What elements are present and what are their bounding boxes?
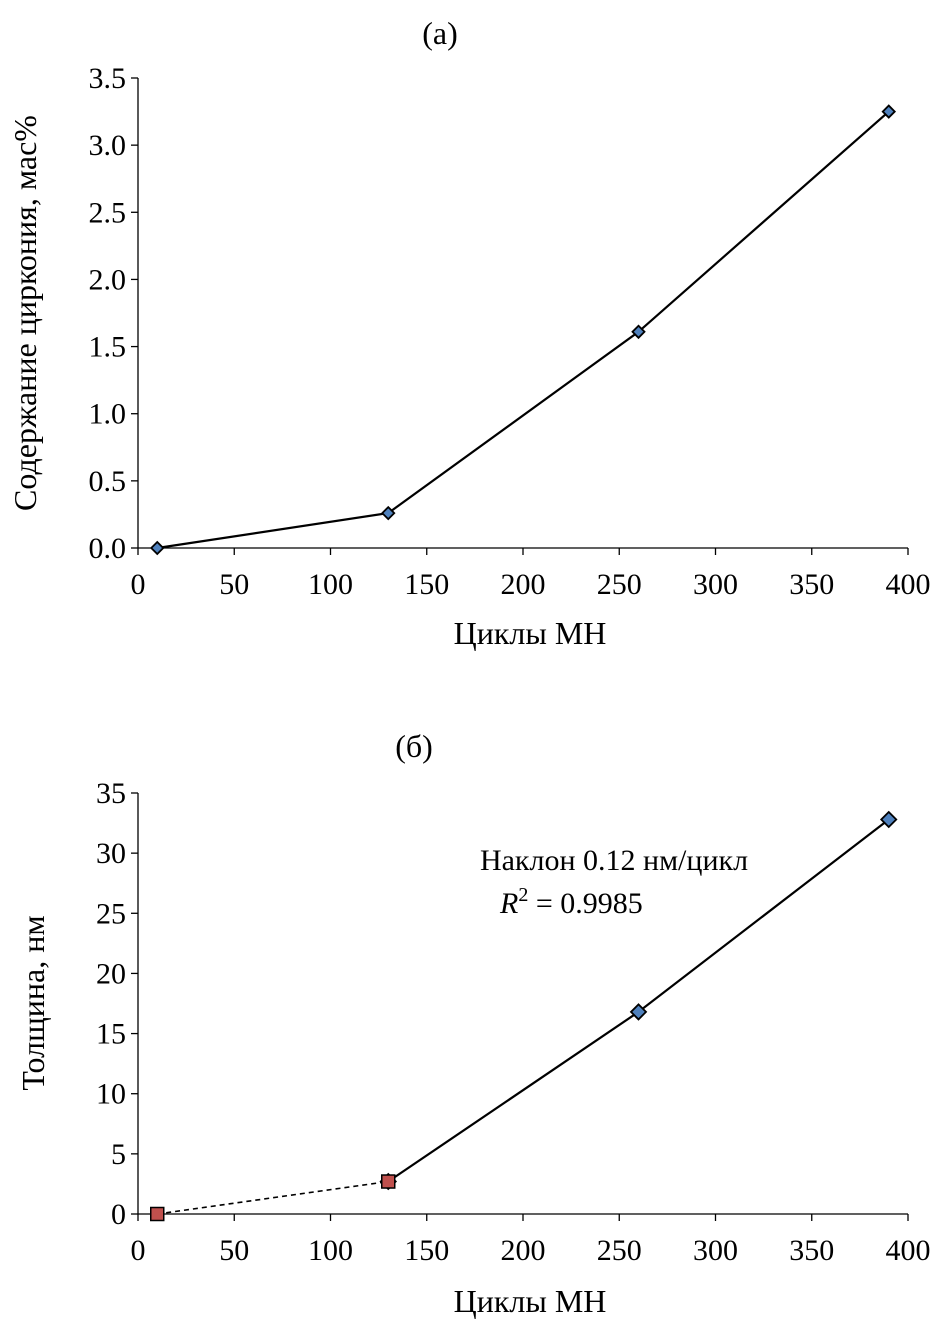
chart-b-y-tick-label: 10 <box>96 1078 126 1111</box>
chart-a-x-tick-label: 250 <box>597 568 642 601</box>
chart-b-x-label: Циклы МН <box>454 1283 607 1319</box>
chart-a-y-label: Содержание циркония, мас% <box>7 115 43 511</box>
chart-b-y-tick-label: 25 <box>96 897 126 930</box>
chart-b-x-tick-label: 0 <box>131 1234 146 1267</box>
chart-b-x-tick-label: 150 <box>404 1234 449 1267</box>
chart-b-series-0-point <box>629 1003 648 1021</box>
chart-b-y-tick-label: 20 <box>96 957 126 990</box>
chart-a-series <box>149 104 897 556</box>
chart-b-series-1-line <box>157 1180 389 1215</box>
chart-a-x-label: Циклы МН <box>454 615 607 651</box>
chart-a-x-tick-label: 100 <box>308 568 353 601</box>
chart-a-series-0-point <box>149 540 165 556</box>
chart-b-y-ticks: 0 5 10 15 20 25 30 35 <box>96 777 138 1231</box>
chart-a-y-tick-label: 2.5 <box>89 196 127 229</box>
chart-a-x-tick-label: 400 <box>886 568 931 601</box>
chart-b-annotation-r-exp: 2 <box>518 884 528 906</box>
chart-panel-a: (a) 0.0 0.5 1.0 1.5 2.0 2.5 3.0 3.5 0 50 100 150 20… <box>7 15 931 651</box>
chart-b-y-label: Толщина, нм <box>15 915 51 1090</box>
chart-a-y-tick-label: 1.5 <box>89 331 127 364</box>
chart-a-series-0-point <box>631 324 646 340</box>
chart-b-x-tick-label: 350 <box>789 1234 834 1267</box>
chart-b-x-tick-label: 100 <box>308 1234 353 1267</box>
chart-b-y-tick-label: 35 <box>96 777 126 810</box>
chart-b-series-0-point <box>879 810 898 829</box>
chart-a-x-tick-label: 0 <box>131 568 146 601</box>
chart-b-series <box>150 810 898 1222</box>
chart-a-series-0-line <box>157 110 890 550</box>
chart-a-y-tick-label: 0.0 <box>89 532 127 565</box>
chart-a-x-tick-label: 300 <box>693 568 738 601</box>
chart-b-y-tick-label: 5 <box>111 1138 126 1171</box>
chart-a-x-tick-label: 150 <box>404 568 449 601</box>
chart-a-y-tick-label: 3.0 <box>89 129 127 162</box>
chart-a-y-tick-label: 2.0 <box>89 263 127 296</box>
chart-a-series-0-point <box>881 104 897 119</box>
chart-b-annotation-r-value: = 0.9985 <box>528 887 642 920</box>
chart-b-x-ticks: 0 50 100 150 200 250 300 350 400 <box>131 1214 931 1267</box>
chart-a-y-tick-label: 3.5 <box>89 62 127 95</box>
chart-b-annotation-r-symbol: R <box>499 887 518 920</box>
chart-a-y-ticks: 0.0 0.5 1.0 1.5 2.0 2.5 3.0 3.5 <box>89 62 138 565</box>
chart-b-x-tick-label: 400 <box>886 1234 931 1267</box>
chart-b-series-1-point <box>381 1174 396 1189</box>
chart-a-y-tick-label: 0.5 <box>89 465 127 498</box>
chart-a-x-tick-label: 50 <box>219 568 249 601</box>
chart-b-title: (б) <box>395 728 433 764</box>
chart-b-annotation-slope: Наклон 0.12 нм/цикл <box>480 844 748 877</box>
chart-b-x-tick-label: 250 <box>597 1234 642 1267</box>
chart-b-y-tick-label: 15 <box>96 1018 126 1051</box>
chart-a-x-ticks: 0 50 100 150 200 250 300 350 400 <box>131 548 931 601</box>
chart-a-x-tick-label: 200 <box>501 568 546 601</box>
chart-b-x-tick-label: 300 <box>693 1234 738 1267</box>
chart-b-y-tick-label: 30 <box>96 837 126 870</box>
chart-b-x-tick-label: 50 <box>219 1234 249 1267</box>
chart-b-x-tick-label: 200 <box>501 1234 546 1267</box>
chart-a-y-tick-label: 1.0 <box>89 398 127 431</box>
chart-a-x-tick-label: 350 <box>789 568 834 601</box>
chart-b-series-1-point <box>150 1206 165 1222</box>
chart-panel-b: (б) 0 5 10 15 20 25 30 35 0 50 100 150 200 250 300 350… <box>15 728 931 1319</box>
chart-b-y-tick-label: 0 <box>111 1198 126 1231</box>
chart-a-title: (a) <box>422 15 458 51</box>
chart-a-series-0-point <box>380 505 396 521</box>
chart-b-annotation-r2: R2 = 0.9985 <box>499 884 643 920</box>
